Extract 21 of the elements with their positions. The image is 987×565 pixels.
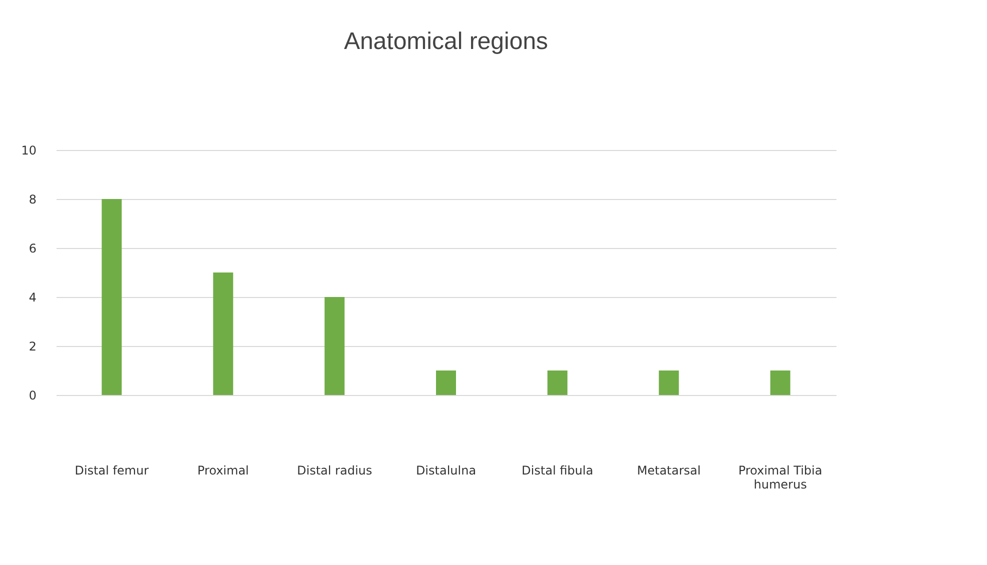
y-tick-label: 4: [28, 290, 36, 304]
bar: [547, 370, 568, 395]
x-tick-label: Distal fibula: [522, 464, 594, 478]
bar: [213, 272, 234, 395]
bar: [436, 370, 456, 395]
y-tick-label: 0: [28, 388, 36, 402]
x-tick-label: Distalulna: [416, 464, 476, 478]
x-tick-label: Distal femur: [74, 464, 149, 478]
x-tick-label: Metatarsal: [636, 464, 701, 478]
bar: [102, 199, 122, 395]
y-tick-label: 6: [28, 242, 36, 256]
bar: [324, 297, 345, 395]
x-tick-label: Proximal: [197, 464, 249, 478]
y-tick-label: 10: [21, 144, 36, 158]
y-tick-label: 8: [28, 192, 36, 206]
bar: [658, 370, 679, 395]
bar: [770, 370, 790, 395]
x-tick-label: Distal radius: [297, 464, 372, 478]
chart-title: Anatomical regions: [344, 28, 548, 55]
y-tick-label: 2: [28, 340, 36, 354]
x-tick-label: Proximal Tibia humerus: [738, 464, 822, 492]
